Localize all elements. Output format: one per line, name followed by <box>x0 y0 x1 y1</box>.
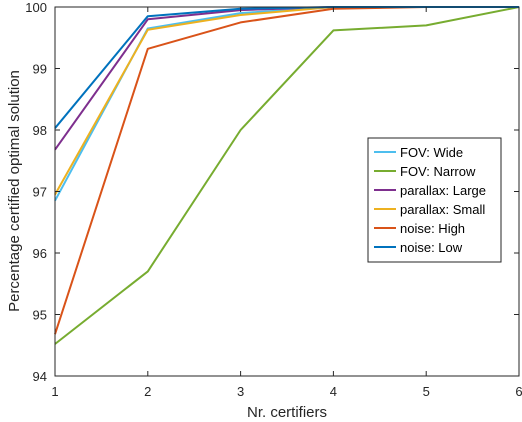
legend-entry-3: parallax: Small <box>400 202 485 217</box>
legend-entry-2: parallax: Large <box>400 183 486 198</box>
x-tick-label: 4 <box>330 384 337 399</box>
legend-entry-1: FOV: Narrow <box>400 164 476 179</box>
axes <box>54 6 520 377</box>
legend: FOV: Wide FOV: Narrow parallax: Large paral… <box>367 137 502 263</box>
y-tick-label: 96 <box>33 246 47 261</box>
x-tick-label: 2 <box>144 384 151 399</box>
x-tick-label: 3 <box>237 384 244 399</box>
y-tick-label: 100 <box>25 0 47 15</box>
x-tick-label: 5 <box>423 384 430 399</box>
series-line-1 <box>54 6 520 345</box>
legend-entry-0: FOV: Wide <box>400 145 463 160</box>
x-tick-label: 6 <box>515 384 522 399</box>
y-axis-label: Percentage certified optimal solution <box>6 70 23 312</box>
y-tick-label: 95 <box>33 308 47 323</box>
legend-box <box>367 137 502 263</box>
x-axis-label: Nr. certifiers <box>247 404 327 421</box>
tick-labels: 1 2 3 4 5 6 94 95 96 97 98 99 100 <box>25 0 522 399</box>
legend-entry-5: noise: Low <box>400 240 463 255</box>
legend-entry-4: noise: High <box>400 221 465 236</box>
x-tick-label: 1 <box>51 384 58 399</box>
y-tick-label: 97 <box>33 185 47 200</box>
y-tick-label: 94 <box>33 369 47 384</box>
y-tick-label: 99 <box>33 62 47 77</box>
y-tick-label: 98 <box>33 123 47 138</box>
